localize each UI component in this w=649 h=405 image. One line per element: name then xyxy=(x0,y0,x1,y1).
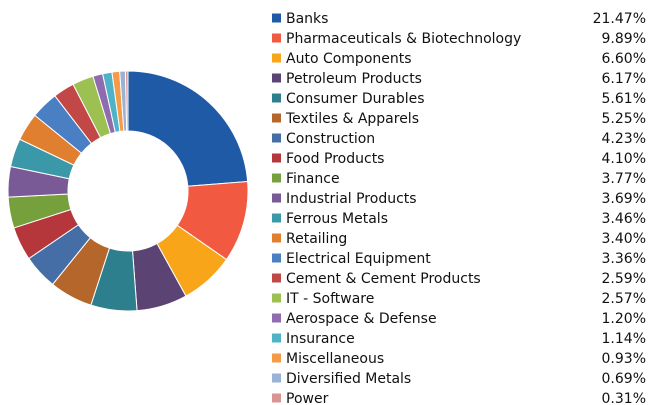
legend-swatch xyxy=(272,393,281,403)
legend-swatch xyxy=(272,313,281,323)
legend-item-retailing: Retailing 3.40% xyxy=(272,231,646,247)
legend-swatch xyxy=(272,133,281,143)
legend-label: Pharmaceuticals & Biotechnology xyxy=(286,31,521,47)
legend-label: Industrial Products xyxy=(286,191,417,207)
legend-item-aerospace-and-defense: Aerospace & Defense 1.20% xyxy=(272,311,646,327)
legend-item-finance: Finance 3.77% xyxy=(272,171,646,187)
legend-value: 21.47% xyxy=(593,11,646,27)
legend-label: Auto Components xyxy=(286,51,412,67)
legend-swatch xyxy=(272,253,281,263)
legend-swatch xyxy=(272,293,281,303)
legend-swatch xyxy=(272,73,281,83)
legend-item-textiles-and-apparels: Textiles & Apparels 5.25% xyxy=(272,111,646,127)
legend-item-ferrous-metals: Ferrous Metals 3.46% xyxy=(272,211,646,227)
legend-item-pharmaceuticals-and-biotechnology: Pharmaceuticals & Biotechnology 9.89% xyxy=(272,31,646,47)
legend-swatch xyxy=(272,93,281,103)
legend-value: 2.59% xyxy=(602,271,646,287)
legend-value: 2.57% xyxy=(602,291,646,307)
legend-label: Construction xyxy=(286,131,375,147)
legend-item-industrial-products: Industrial Products 3.69% xyxy=(272,191,646,207)
legend-label: Finance xyxy=(286,171,340,187)
legend-value: 1.20% xyxy=(602,311,646,327)
legend-item-construction: Construction 4.23% xyxy=(272,131,646,147)
legend-label: Food Products xyxy=(286,151,384,167)
legend-item-food-products: Food Products 4.10% xyxy=(272,151,646,167)
legend-label: Insurance xyxy=(286,331,355,347)
legend-item-cement-and-cement-products: Cement & Cement Products 2.59% xyxy=(272,271,646,287)
legend-swatch xyxy=(272,333,281,343)
legend-value: 0.93% xyxy=(602,351,646,367)
legend-value: 1.14% xyxy=(602,331,646,347)
legend-label: Ferrous Metals xyxy=(286,211,388,227)
legend-swatch xyxy=(272,273,281,283)
legend-value: 6.17% xyxy=(602,71,646,87)
legend-swatch xyxy=(272,233,281,243)
legend-label: IT - Software xyxy=(286,291,374,307)
legend-label: Electrical Equipment xyxy=(286,251,431,267)
legend-item-it-software: IT - Software 2.57% xyxy=(272,291,646,307)
legend-swatch xyxy=(272,13,281,23)
legend-label: Retailing xyxy=(286,231,347,247)
legend-swatch xyxy=(272,153,281,163)
legend-value: 5.25% xyxy=(602,111,646,127)
legend-label: Power xyxy=(286,391,329,405)
legend-swatch xyxy=(272,113,281,123)
legend-swatch xyxy=(272,53,281,63)
legend-item-consumer-durables: Consumer Durables 5.61% xyxy=(272,91,646,107)
legend-item-electrical-equipment: Electrical Equipment 3.36% xyxy=(272,251,646,267)
legend-swatch xyxy=(272,373,281,383)
donut-slices xyxy=(7,70,249,312)
legend-value: 3.46% xyxy=(602,211,646,227)
legend-value: 5.61% xyxy=(602,91,646,107)
legend-swatch xyxy=(272,353,281,363)
legend-label: Petroleum Products xyxy=(286,71,422,87)
chart-legend: Banks 21.47% Pharmaceuticals & Biotechnolo… xyxy=(272,11,646,405)
legend-label: Textiles & Apparels xyxy=(285,111,419,127)
legend-swatch xyxy=(272,193,281,203)
legend-value: 0.31% xyxy=(602,391,646,405)
legend-label: Aerospace & Defense xyxy=(286,311,437,327)
legend-value: 4.23% xyxy=(602,131,646,147)
legend-item-banks: Banks 21.47% xyxy=(272,11,646,27)
legend-value: 3.40% xyxy=(602,231,646,247)
legend-value: 9.89% xyxy=(602,31,646,47)
legend-swatch xyxy=(272,173,281,183)
slice-banks xyxy=(127,70,249,187)
legend-item-auto-components: Auto Components 6.60% xyxy=(272,51,646,67)
legend-item-insurance: Insurance 1.14% xyxy=(272,331,646,347)
legend-value: 3.77% xyxy=(602,171,646,187)
legend-label: Banks xyxy=(286,11,328,27)
legend-swatch xyxy=(272,213,281,223)
legend-label: Cement & Cement Products xyxy=(286,271,481,287)
legend-item-power: Power 0.31% xyxy=(272,391,646,405)
legend-value: 6.60% xyxy=(602,51,646,67)
legend-swatch xyxy=(272,33,281,43)
legend-value: 3.69% xyxy=(602,191,646,207)
legend-value: 4.10% xyxy=(602,151,646,167)
legend-label: Miscellaneous xyxy=(286,351,384,367)
legend-value: 0.69% xyxy=(602,371,646,387)
legend-item-petroleum-products: Petroleum Products 6.17% xyxy=(272,71,646,87)
slice-power xyxy=(124,70,129,132)
legend-item-diversified-metals: Diversified Metals 0.69% xyxy=(272,371,646,387)
legend-value: 3.36% xyxy=(602,251,646,267)
legend-label: Consumer Durables xyxy=(286,91,425,107)
legend-item-miscellaneous: Miscellaneous 0.93% xyxy=(272,351,646,367)
legend-label: Diversified Metals xyxy=(286,371,411,387)
